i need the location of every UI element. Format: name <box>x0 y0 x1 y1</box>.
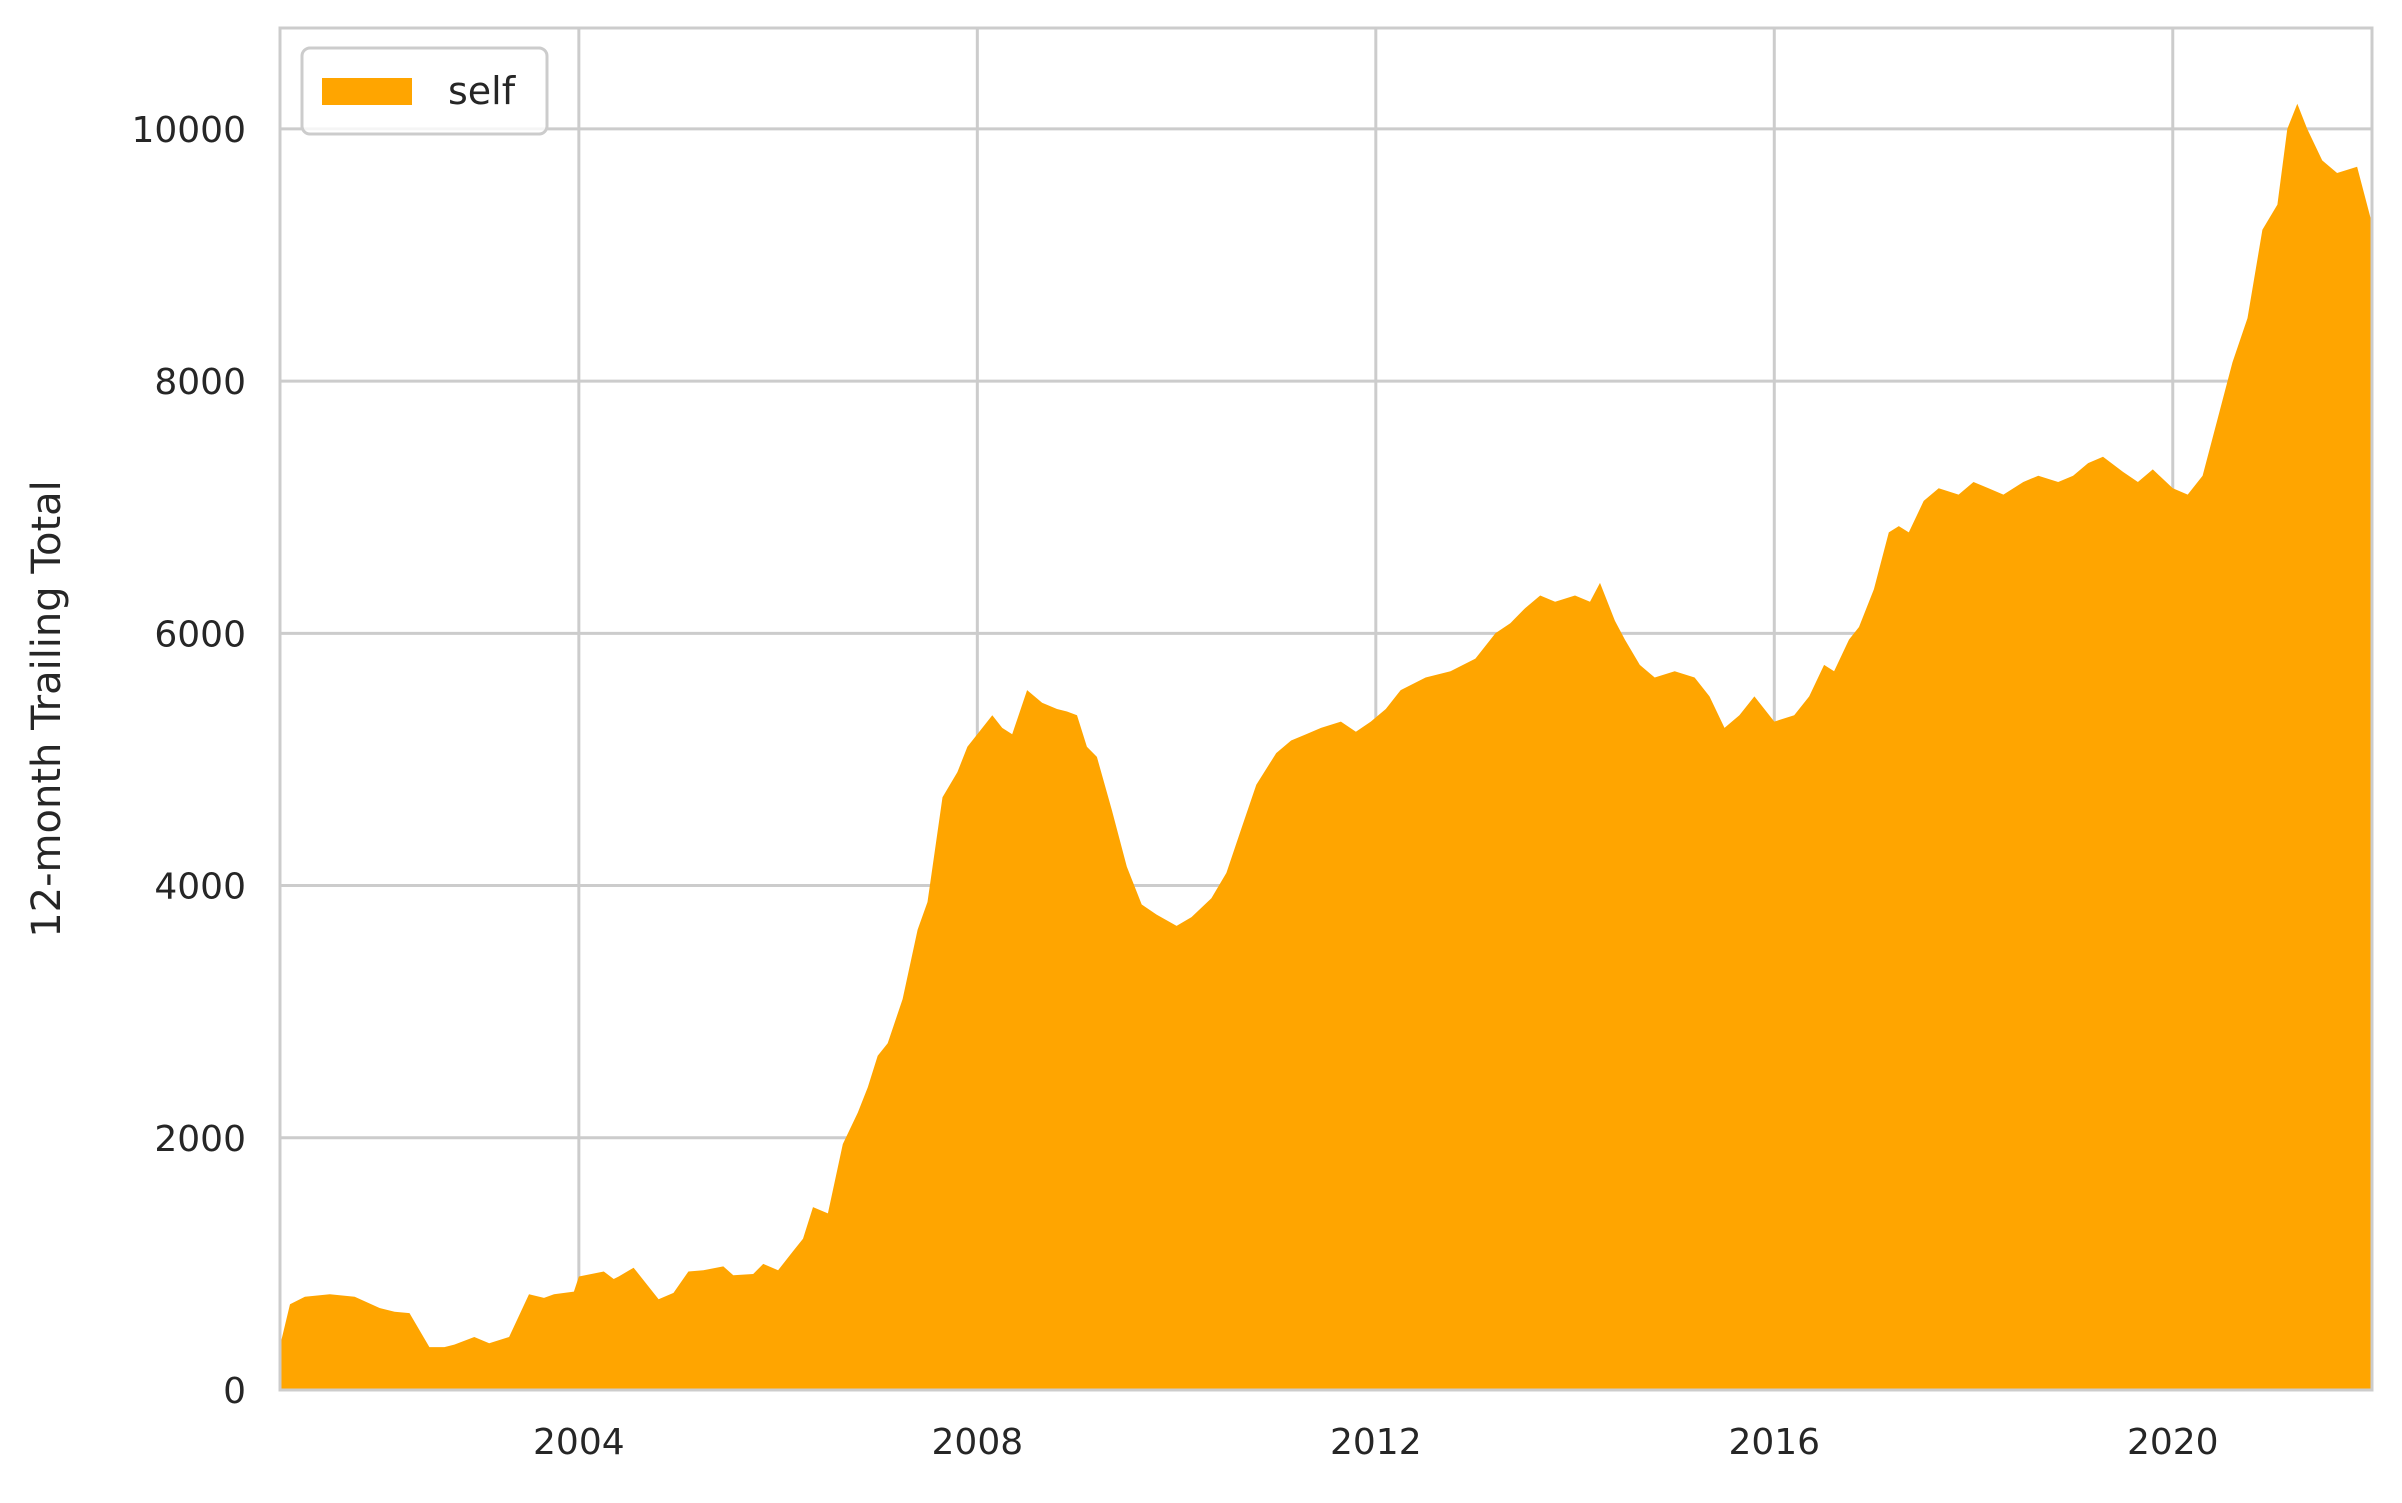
x-axis: 2004 2008 2012 2016 2020 <box>533 1422 2219 1463</box>
y-tick-label: 2000 <box>154 1119 246 1160</box>
x-tick-label: 2004 <box>533 1422 625 1463</box>
x-tick-label: 2020 <box>2127 1422 2219 1463</box>
y-tick-label: 8000 <box>154 362 246 403</box>
y-tick-label: 6000 <box>154 614 246 655</box>
y-tick-label: 0 <box>223 1371 246 1412</box>
legend-box <box>300 46 549 136</box>
legend-label-self: self <box>448 69 517 113</box>
x-tick-label: 2008 <box>932 1422 1024 1463</box>
series-area-self <box>280 103 2372 1391</box>
y-tick-label: 4000 <box>154 867 246 908</box>
plot-frame <box>278 26 2374 1392</box>
legend-swatch-self <box>322 78 412 105</box>
x-tick-label: 2012 <box>1330 1422 1422 1463</box>
y-axis-label: 12-month Trailing Total <box>24 480 70 938</box>
x-tick-label: 2016 <box>1728 1422 1820 1463</box>
y-tick-label: 10000 <box>131 110 246 151</box>
y-axis: 0 2000 4000 6000 8000 10000 <box>131 110 246 1412</box>
legend: self <box>300 46 549 136</box>
